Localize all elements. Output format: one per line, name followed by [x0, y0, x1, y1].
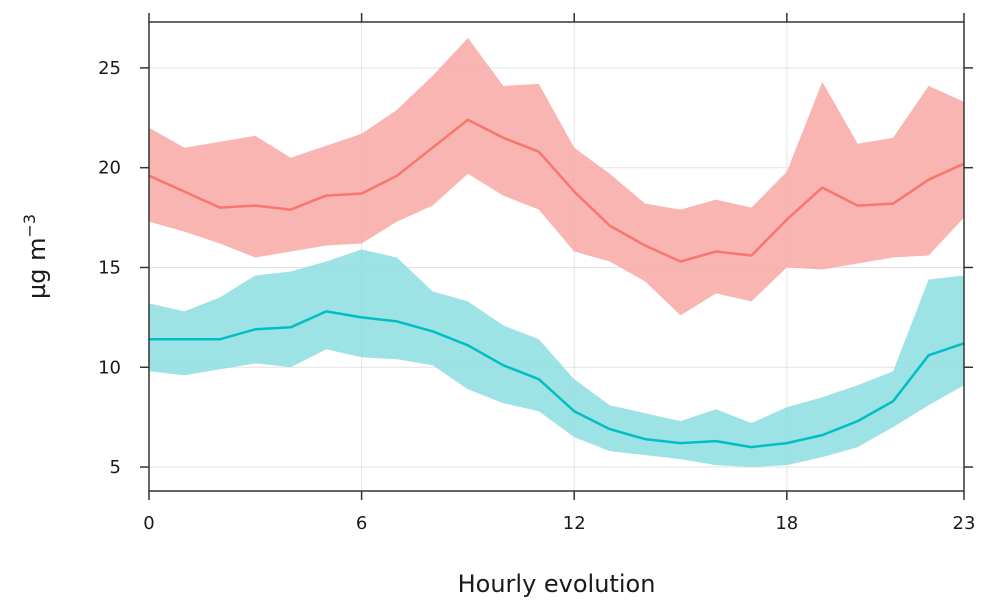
y-axis-title-superscript: −3	[20, 214, 39, 238]
plot-frame	[148, 21, 965, 492]
series-lines	[148, 118, 965, 449]
axis-ticks	[140, 13, 973, 500]
y-axis-title: µg m−3	[20, 214, 51, 299]
x-tick-label: 0	[143, 513, 154, 534]
y-tick-label: 25	[98, 58, 121, 79]
y-tick-label: 15	[98, 257, 121, 278]
confidence-bands	[149, 38, 964, 468]
x-tick-label: 18	[775, 513, 798, 534]
series-2-band	[149, 249, 964, 468]
x-tick-label: 23	[953, 513, 976, 534]
x-axis-title: Hourly evolution	[458, 570, 656, 598]
y-axis-title-main: µg m	[23, 238, 51, 300]
x-tick-label: 12	[563, 513, 586, 534]
series-1-line	[148, 118, 965, 263]
series-2-line	[149, 310, 965, 449]
tick-labels: 0 6 12 18 23 5 10 15 20 25	[98, 58, 975, 534]
y-tick-label: 10	[98, 357, 121, 378]
y-tick-label: 20	[98, 158, 121, 179]
y-tick-label: 5	[110, 457, 121, 478]
x-tick-label: 6	[356, 513, 367, 534]
